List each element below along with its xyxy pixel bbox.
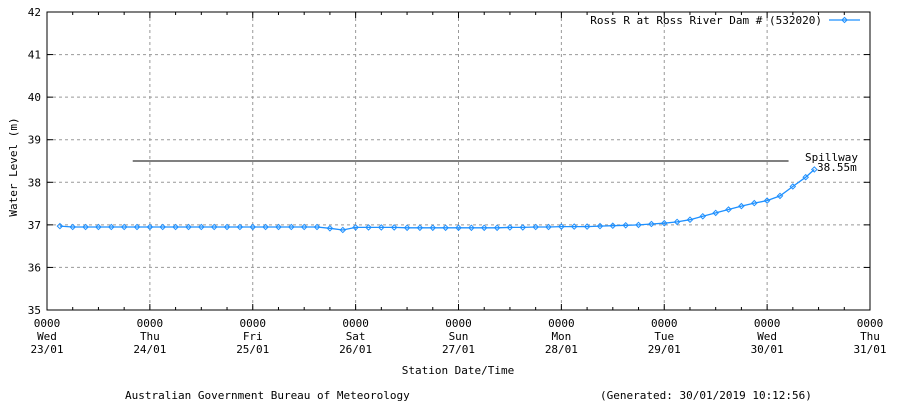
y-tick-label: 36 [28,261,41,274]
data-point [197,223,205,231]
data-point [660,219,668,227]
data-point [519,224,527,231]
data-point [699,212,707,220]
data-point [352,224,359,231]
x-tick-label: 0000 Wed 23/01 [30,317,63,356]
data-point [480,224,488,232]
data-point [377,224,385,231]
data-point [750,199,758,207]
data-point [339,226,347,234]
x-tick-label: 0000 Sat 26/01 [339,317,372,356]
grid [47,12,870,310]
data-point [583,223,591,230]
data-point [455,224,462,232]
data-point [56,222,64,230]
x-tick-label: 0000 Sun 27/01 [442,317,475,356]
data-point [558,223,565,230]
data-point [223,223,231,231]
data-point [673,218,681,226]
data-point [635,221,642,229]
data-point [738,202,745,210]
data-point [686,216,694,224]
data-point [506,224,514,231]
y-tick-label: 40 [28,91,41,104]
data-point [789,183,797,190]
data-point [326,224,334,232]
data-point [442,224,449,232]
data-point [468,224,475,232]
data-point [210,223,218,231]
footer-generated: (Generated: 30/01/2019 10:12:56) [600,389,812,402]
data-point [532,223,540,231]
y-tick-label: 42 [28,6,41,19]
data-point [776,192,784,200]
spillway-label: Spillway [805,151,858,164]
x-tick-label: 0000 Thu 31/01 [853,317,886,356]
data-point [159,223,167,231]
data-point [313,223,321,231]
data-point [133,223,141,231]
data-point [810,166,818,173]
data-point [416,224,424,232]
x-tick-label: 0000 Wed 30/01 [751,317,784,356]
y-tick-label: 35 [28,304,41,317]
data-point [275,223,282,231]
data-point [82,223,89,231]
data-point [120,223,128,231]
x-axis-label: Station Date/Time [402,364,515,377]
spillway-value-label: 38.55m [817,161,857,174]
data-point [146,223,154,231]
legend-marker [841,16,848,24]
data-point [403,224,411,232]
y-tick-label: 39 [28,134,41,147]
data-point [545,223,552,231]
legend: Ross R at Ross River Dam # (532020) [590,14,860,27]
data-point [609,222,617,230]
data-point [69,223,77,231]
data-point [429,224,437,232]
y-axis-label: Water Level (m) [7,117,20,216]
data-point [622,221,630,229]
x-tick-label: 0000 Thu 24/01 [133,317,166,356]
data-point [249,223,256,231]
x-tick-label: 0000 Mon 28/01 [545,317,578,356]
data-point [802,173,810,181]
y-tick-label: 41 [28,49,41,62]
data-point [763,197,771,204]
data-point [262,223,269,231]
data-point [172,223,179,231]
data-point [107,223,115,231]
data-point [236,223,244,231]
data-point [95,223,102,231]
data-point [712,209,720,217]
series-line [59,169,815,231]
y-tick-label: 37 [28,219,41,232]
y-axis: 35 36 37 38 39 40 41 42 [28,6,870,317]
data-point [493,224,501,232]
data-point [300,223,308,231]
data-point [185,223,192,231]
data-point [596,222,604,230]
footer-agency: Australian Government Bureau of Meteorol… [125,389,410,402]
data-point [648,220,655,228]
data-point [287,223,295,231]
data-point [725,206,732,213]
y-tick-label: 38 [28,176,41,189]
data-point [570,223,578,230]
series-group [56,166,818,234]
x-tick-label: 0000 Tue 29/01 [648,317,681,356]
legend-label: Ross R at Ross River Dam # (532020) [590,14,822,27]
x-axis: 0000 Wed 23/01 0000 Thu 24/01 0000 Fri 25/01 0000… [30,12,887,356]
x-tick-label: 0000 Fri 25/01 [236,317,269,356]
data-point [365,224,372,231]
data-point [390,224,398,231]
